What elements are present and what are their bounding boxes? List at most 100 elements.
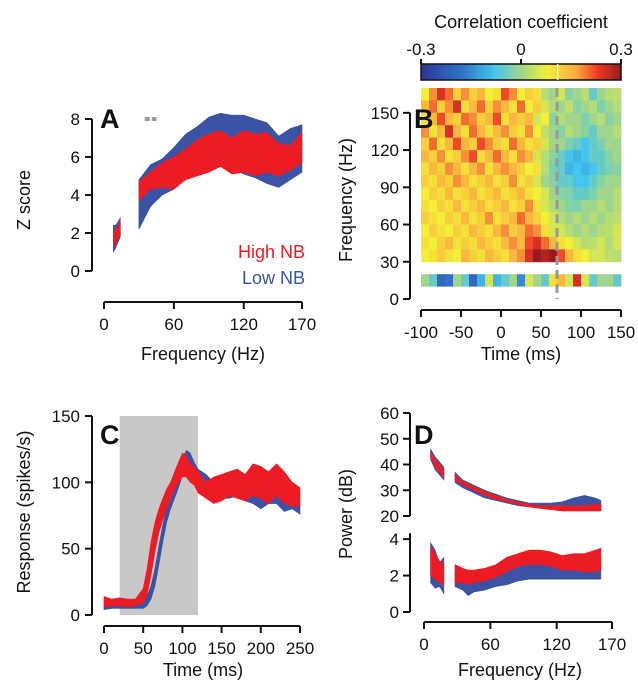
b-heatmap-cell bbox=[549, 236, 558, 250]
b-heatmap-cell bbox=[525, 100, 534, 114]
b-heatmap-cell bbox=[613, 137, 622, 151]
b-heatmap-cell bbox=[613, 162, 622, 176]
b-heatmap-cell bbox=[429, 199, 438, 213]
a-legend-entry: Low NB bbox=[242, 268, 305, 288]
b-heatmap-cell bbox=[453, 137, 462, 151]
b-heatmap-cell bbox=[541, 187, 550, 201]
b-heatmap-cell bbox=[501, 100, 510, 114]
b-heatmap-cell bbox=[485, 125, 494, 138]
b-heatmap-cell bbox=[597, 174, 606, 188]
b-heatmap-cell bbox=[469, 249, 478, 263]
b-heatmap-cell bbox=[509, 174, 518, 188]
b-heatmap-cell bbox=[565, 137, 574, 151]
b-x-tick-label: 50 bbox=[532, 323, 551, 342]
b-x-axis-label: Time (ms) bbox=[481, 344, 561, 364]
b-heatmap-bottom-cell bbox=[605, 274, 614, 287]
b-heatmap-bottom-cell bbox=[533, 274, 542, 287]
d-lower-series-band bbox=[430, 545, 445, 586]
b-heatmap-cell bbox=[493, 150, 502, 163]
b-heatmap-cell bbox=[533, 150, 542, 163]
b-heatmap-cell bbox=[557, 150, 566, 163]
b-heatmap-cell bbox=[485, 199, 494, 213]
b-heatmap-cell bbox=[461, 112, 470, 126]
b-heatmap-cell bbox=[429, 150, 438, 163]
b-heatmap-cell bbox=[565, 100, 574, 114]
b-heatmap-cell bbox=[517, 249, 526, 263]
d-x-tick-label: 0 bbox=[419, 635, 428, 654]
b-heatmap-cell bbox=[517, 137, 526, 151]
b-heatmap-cell bbox=[597, 88, 606, 101]
b-heatmap-cell bbox=[589, 88, 598, 101]
b-heatmap-bottom-cell bbox=[565, 274, 574, 287]
b-heatmap-cell bbox=[533, 212, 542, 225]
b-heatmap-cell bbox=[429, 88, 438, 101]
b-heatmap-cell bbox=[453, 125, 462, 138]
b-colorbar-tick-label: -0.3 bbox=[406, 40, 435, 59]
b-heatmap-cell bbox=[525, 174, 534, 188]
b-heatmap-cell bbox=[461, 88, 470, 101]
d-upper-series-band bbox=[454, 474, 602, 512]
b-heatmap-cell bbox=[613, 187, 622, 201]
b-heatmap-cell bbox=[509, 125, 518, 138]
b-heatmap-cell bbox=[565, 88, 574, 101]
b-heatmap-cell bbox=[581, 150, 590, 163]
b-heatmap-cell bbox=[581, 249, 590, 263]
b-heatmap-cell bbox=[557, 162, 566, 176]
b-heatmap-cell bbox=[501, 249, 510, 263]
b-heatmap-cell bbox=[429, 174, 438, 188]
a-x-tick-label: 60 bbox=[164, 315, 183, 334]
b-heatmap-bottom-cell bbox=[469, 274, 478, 287]
b-heatmap-cell bbox=[557, 88, 566, 101]
d-x-tick-label: 120 bbox=[543, 635, 571, 654]
b-heatmap-bottom-cell bbox=[461, 274, 470, 287]
d-upper-series-band bbox=[430, 450, 445, 479]
b-heatmap-cell bbox=[461, 174, 470, 188]
b-heatmap-cell bbox=[581, 224, 590, 238]
b-heatmap-cell bbox=[549, 249, 558, 263]
b-heatmap-cell bbox=[549, 125, 558, 138]
b-heatmap-cell bbox=[429, 187, 438, 201]
b-heatmap-cell bbox=[485, 150, 494, 163]
b-heatmap-bottom-cell bbox=[501, 274, 510, 287]
b-heatmap-cell bbox=[453, 100, 462, 114]
b-heatmap-cell bbox=[461, 187, 470, 201]
b-heatmap-cell bbox=[445, 187, 454, 201]
b-heatmap-cell bbox=[589, 100, 598, 114]
b-heatmap-cell bbox=[589, 150, 598, 163]
b-heatmap-cell bbox=[485, 187, 494, 201]
b-heatmap-cell bbox=[437, 187, 446, 201]
b-heatmap-cell bbox=[445, 212, 454, 225]
b-heatmap-cell bbox=[429, 112, 438, 126]
c-y-tick-label: 50 bbox=[61, 540, 80, 559]
b-heatmap-cell bbox=[541, 199, 550, 213]
c-y-tick-label: 150 bbox=[52, 407, 80, 426]
b-heatmap-bottom-cell bbox=[613, 274, 622, 287]
b-x-tick-label: 150 bbox=[607, 323, 635, 342]
b-heatmap-cell bbox=[501, 112, 510, 126]
b-heatmap-cell bbox=[421, 162, 430, 176]
b-heatmap-cell bbox=[421, 199, 430, 213]
b-colorbar-title: Correlation coefficient bbox=[434, 12, 608, 32]
b-heatmap-cell bbox=[557, 236, 566, 250]
panel-label-b: B bbox=[414, 104, 434, 134]
panel-label-a: A bbox=[100, 104, 120, 134]
b-heatmap-cell bbox=[541, 88, 550, 101]
b-colorbar-tick-label: 0.3 bbox=[609, 40, 633, 59]
b-heatmap-cell bbox=[573, 100, 582, 114]
b-heatmap-cell bbox=[453, 187, 462, 201]
b-x-tick-label: 100 bbox=[567, 323, 595, 342]
b-heatmap-cell bbox=[525, 137, 534, 151]
b-heatmap-bottom-cell bbox=[557, 274, 566, 287]
b-heatmap-cell bbox=[573, 162, 582, 176]
b-heatmap-cell bbox=[501, 187, 510, 201]
b-heatmap-cell bbox=[477, 249, 486, 263]
b-heatmap-cell bbox=[525, 212, 534, 225]
b-heatmap-cell bbox=[565, 112, 574, 126]
d-lower-series-band bbox=[454, 547, 602, 586]
b-heatmap-cell bbox=[605, 249, 614, 263]
b-heatmap-cell bbox=[429, 162, 438, 176]
c-y-axis-label: Response (spikes/s) bbox=[14, 430, 34, 593]
b-heatmap-cell bbox=[501, 150, 510, 163]
b-heatmap-cell bbox=[501, 236, 510, 250]
